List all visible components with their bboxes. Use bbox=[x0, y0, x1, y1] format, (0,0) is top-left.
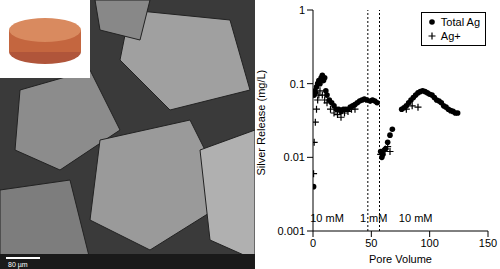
svg-text:50: 50 bbox=[365, 237, 377, 249]
svg-text:10 mM: 10 mM bbox=[399, 212, 433, 224]
svg-text:100: 100 bbox=[420, 237, 438, 249]
svg-text:150: 150 bbox=[479, 237, 497, 249]
html-text:Total Ag: Total Ag bbox=[440, 16, 480, 28]
svg-text:Silver Release (mg/L): Silver Release (mg/L) bbox=[255, 70, 267, 176]
html-text:Ag+: Ag+ bbox=[440, 30, 461, 42]
svg-text:Pore Volume: Pore Volume bbox=[369, 253, 432, 265]
svg-text:0.1: 0.1 bbox=[290, 78, 305, 90]
svg-text:1: 1 bbox=[299, 4, 305, 16]
svg-text:10 mM: 10 mM bbox=[310, 212, 344, 224]
svg-text:1 mM: 1 mM bbox=[360, 212, 388, 224]
svg-text:0: 0 bbox=[310, 237, 316, 249]
svg-text:0.01: 0.01 bbox=[284, 151, 305, 163]
svg-text:0.001: 0.001 bbox=[277, 225, 305, 237]
svg-text:80 µm: 80 µm bbox=[8, 261, 28, 269]
